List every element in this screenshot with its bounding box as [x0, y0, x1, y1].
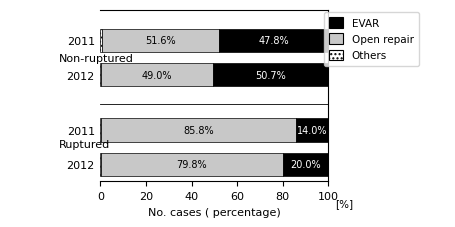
Text: 79.8%: 79.8% [176, 160, 207, 170]
Bar [101, 30, 219, 53]
Text: 47.8%: 47.8% [258, 36, 288, 46]
Bar [101, 64, 212, 87]
Text: Ruptured: Ruptured [59, 139, 110, 149]
Bar [100, 30, 101, 53]
Bar [101, 119, 296, 142]
Text: 20.0%: 20.0% [289, 160, 320, 170]
Bar [100, 119, 101, 142]
Text: 85.8%: 85.8% [183, 126, 213, 136]
Bar [219, 30, 328, 53]
Text: 49.0%: 49.0% [142, 70, 172, 80]
Text: 14.0%: 14.0% [297, 126, 327, 136]
Bar [100, 153, 101, 176]
Bar [100, 64, 101, 87]
Bar [282, 153, 328, 176]
Text: 50.7%: 50.7% [255, 70, 285, 80]
Bar [101, 153, 282, 176]
Legend: EVAR, Open repair, Others: EVAR, Open repair, Others [323, 13, 418, 66]
X-axis label: No. cases ( percentage): No. cases ( percentage) [147, 207, 280, 217]
Text: Non-ruptured: Non-ruptured [59, 54, 134, 64]
Bar [212, 64, 328, 87]
Text: 51.6%: 51.6% [145, 36, 176, 46]
Bar [296, 119, 328, 142]
Text: [%]: [%] [334, 198, 353, 208]
